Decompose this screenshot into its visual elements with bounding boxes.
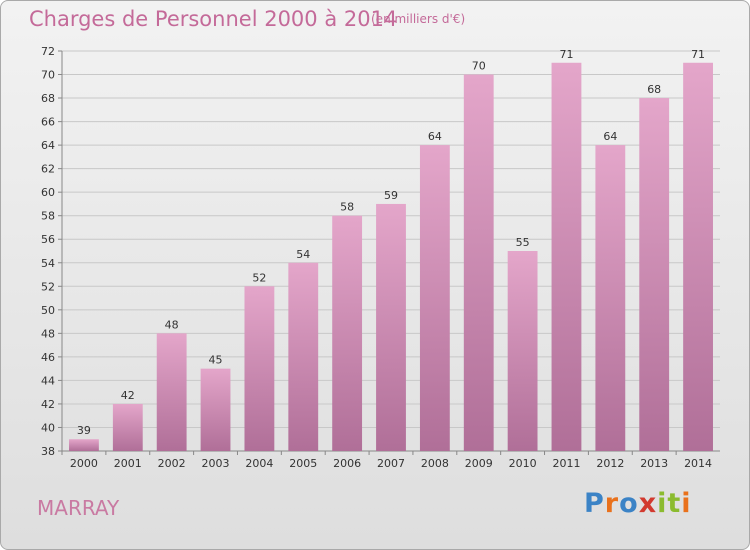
y-tick-label: 42: [41, 398, 55, 411]
logo-letter: i: [681, 488, 692, 519]
chart-subtitle: (en milliers d'€): [371, 12, 466, 26]
commune-name: MARRAY: [37, 496, 120, 520]
proxiti-logo: Proxiti: [584, 488, 692, 519]
data-label: 54: [296, 248, 310, 261]
logo-letter: i: [657, 488, 668, 519]
x-tick-label: 2006: [333, 457, 361, 470]
y-tick-label: 70: [41, 69, 55, 82]
data-label: 71: [691, 48, 705, 61]
x-tick-label: 2011: [552, 457, 580, 470]
x-tick-label: 2003: [202, 457, 230, 470]
y-tick-label: 50: [41, 304, 55, 317]
bar: [156, 333, 187, 451]
x-tick-label: 2007: [377, 457, 405, 470]
data-label: 70: [472, 60, 486, 73]
data-label: 71: [559, 48, 573, 61]
data-label: 58: [340, 201, 354, 214]
bar: [332, 215, 363, 451]
data-label: 45: [209, 354, 223, 367]
bar: [419, 145, 450, 451]
chart-title: Charges de Personnel 2000 à 2014: [29, 7, 398, 31]
bar: [112, 403, 143, 451]
y-tick-label: 56: [41, 233, 55, 246]
data-label: 59: [384, 189, 398, 202]
y-tick-label: 52: [41, 280, 55, 293]
y-tick-label: 60: [41, 186, 55, 199]
bar: [200, 368, 231, 451]
x-tick-label: 2013: [640, 457, 668, 470]
bar: [288, 262, 319, 451]
bar: [69, 439, 99, 451]
data-label: 64: [428, 130, 442, 143]
bar: [507, 251, 538, 451]
y-tick-label: 38: [41, 445, 55, 458]
logo-letter: o: [619, 488, 639, 519]
x-tick-label: 2001: [114, 457, 142, 470]
y-tick-label: 68: [41, 92, 55, 105]
x-tick-label: 2004: [245, 457, 273, 470]
y-tick-label: 66: [41, 116, 55, 129]
data-label: 52: [252, 271, 266, 284]
data-label: 48: [165, 318, 179, 331]
data-label: 64: [603, 130, 617, 143]
x-tick-label: 2005: [289, 457, 317, 470]
y-tick-label: 64: [41, 139, 55, 152]
bar: [639, 98, 670, 451]
data-label: 68: [647, 83, 661, 96]
y-tick-label: 62: [41, 163, 55, 176]
x-tick-label: 2014: [684, 457, 712, 470]
y-tick-label: 72: [41, 45, 55, 58]
x-tick-label: 2008: [421, 457, 449, 470]
x-tick-label: 2009: [465, 457, 493, 470]
data-label: 42: [121, 389, 135, 402]
logo-letter: r: [604, 488, 620, 519]
bar: [244, 286, 275, 451]
y-tick-label: 54: [41, 257, 55, 270]
bar-layer: [69, 62, 713, 451]
bar: [551, 62, 582, 451]
y-tick-label: 40: [41, 421, 55, 434]
y-tick-label: 44: [41, 374, 55, 387]
data-label: 55: [516, 236, 530, 249]
bar: [595, 145, 626, 451]
logo-letter: t: [667, 488, 682, 519]
logo-letter: P: [584, 488, 605, 519]
bar: [683, 62, 713, 451]
bar: [463, 74, 494, 451]
y-tick-label: 46: [41, 351, 55, 364]
y-tick-label: 48: [41, 327, 55, 340]
y-tick-label: 58: [41, 210, 55, 223]
x-tick-label: 2010: [509, 457, 537, 470]
x-tick-label: 2012: [596, 457, 624, 470]
x-tick-label: 2002: [158, 457, 186, 470]
data-label: 39: [77, 424, 91, 437]
logo-letter: x: [638, 488, 658, 519]
x-tick-label: 2000: [70, 457, 98, 470]
label-layer: 39 2000 42 2001 48 2002 45 2003 52 2004 54 2005 58 20…: [70, 48, 712, 470]
bar: [376, 203, 406, 451]
